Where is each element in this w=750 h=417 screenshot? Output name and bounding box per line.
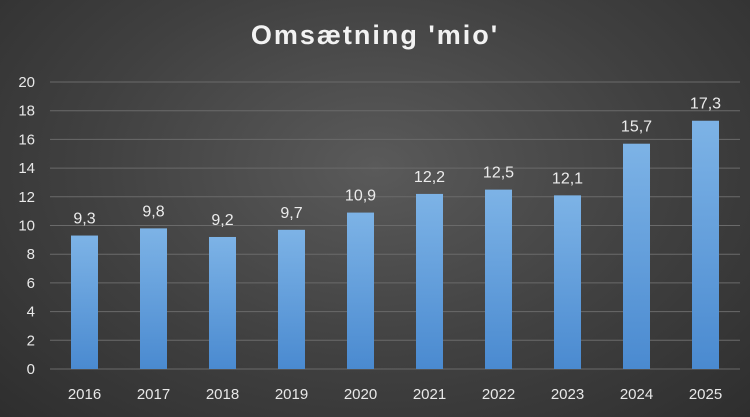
- x-tick-label: 2016: [68, 386, 101, 403]
- data-label: 12,2: [414, 169, 445, 186]
- y-tick-label: 6: [27, 275, 35, 292]
- bar: [485, 189, 512, 369]
- bar: [623, 143, 650, 369]
- data-label: 12,5: [483, 165, 514, 182]
- data-label: 10,9: [345, 188, 376, 205]
- bar: [554, 195, 581, 369]
- y-tick-label: 0: [27, 361, 35, 378]
- bar: [347, 212, 374, 369]
- x-tick-label: 2024: [620, 386, 653, 403]
- bars: [71, 120, 719, 370]
- data-label: 15,7: [621, 119, 652, 136]
- bar: [692, 120, 719, 370]
- y-tick-label: 10: [18, 218, 35, 235]
- y-tick-label: 8: [27, 246, 35, 263]
- y-tick-label: 4: [27, 304, 35, 321]
- y-tick-label: 16: [18, 131, 35, 148]
- y-tick-label: 14: [18, 160, 35, 177]
- bar: [209, 236, 236, 369]
- x-tick-label: 2018: [206, 386, 239, 403]
- data-label: 12,1: [552, 170, 583, 187]
- y-tick-label: 20: [18, 74, 35, 91]
- bar: [71, 235, 98, 369]
- data-label: 17,3: [690, 96, 721, 113]
- x-tick-label: 2021: [413, 386, 446, 403]
- bar: [278, 229, 305, 369]
- bar: [140, 228, 167, 369]
- y-tick-label: 12: [18, 189, 35, 206]
- x-tick-label: 2019: [275, 386, 308, 403]
- data-label: 9,3: [73, 211, 95, 228]
- bar: [416, 193, 443, 369]
- data-label: 9,8: [142, 203, 164, 220]
- x-tick-label: 2017: [137, 386, 170, 403]
- labels: 0 2 4 6 8 10 12 14 16 18 20 9,3 2016 9,8 2017 9,2 2018 9,…: [18, 74, 722, 403]
- y-tick-label: 18: [18, 103, 35, 120]
- x-tick-label: 2023: [551, 386, 584, 403]
- x-tick-label: 2020: [344, 386, 377, 403]
- y-tick-label: 2: [27, 332, 35, 349]
- chart-title: Omsætning 'mio': [250, 20, 500, 50]
- data-label: 9,2: [211, 212, 233, 229]
- x-tick-label: 2022: [482, 386, 515, 403]
- x-tick-label: 2025: [689, 386, 722, 403]
- data-label: 9,7: [280, 205, 302, 222]
